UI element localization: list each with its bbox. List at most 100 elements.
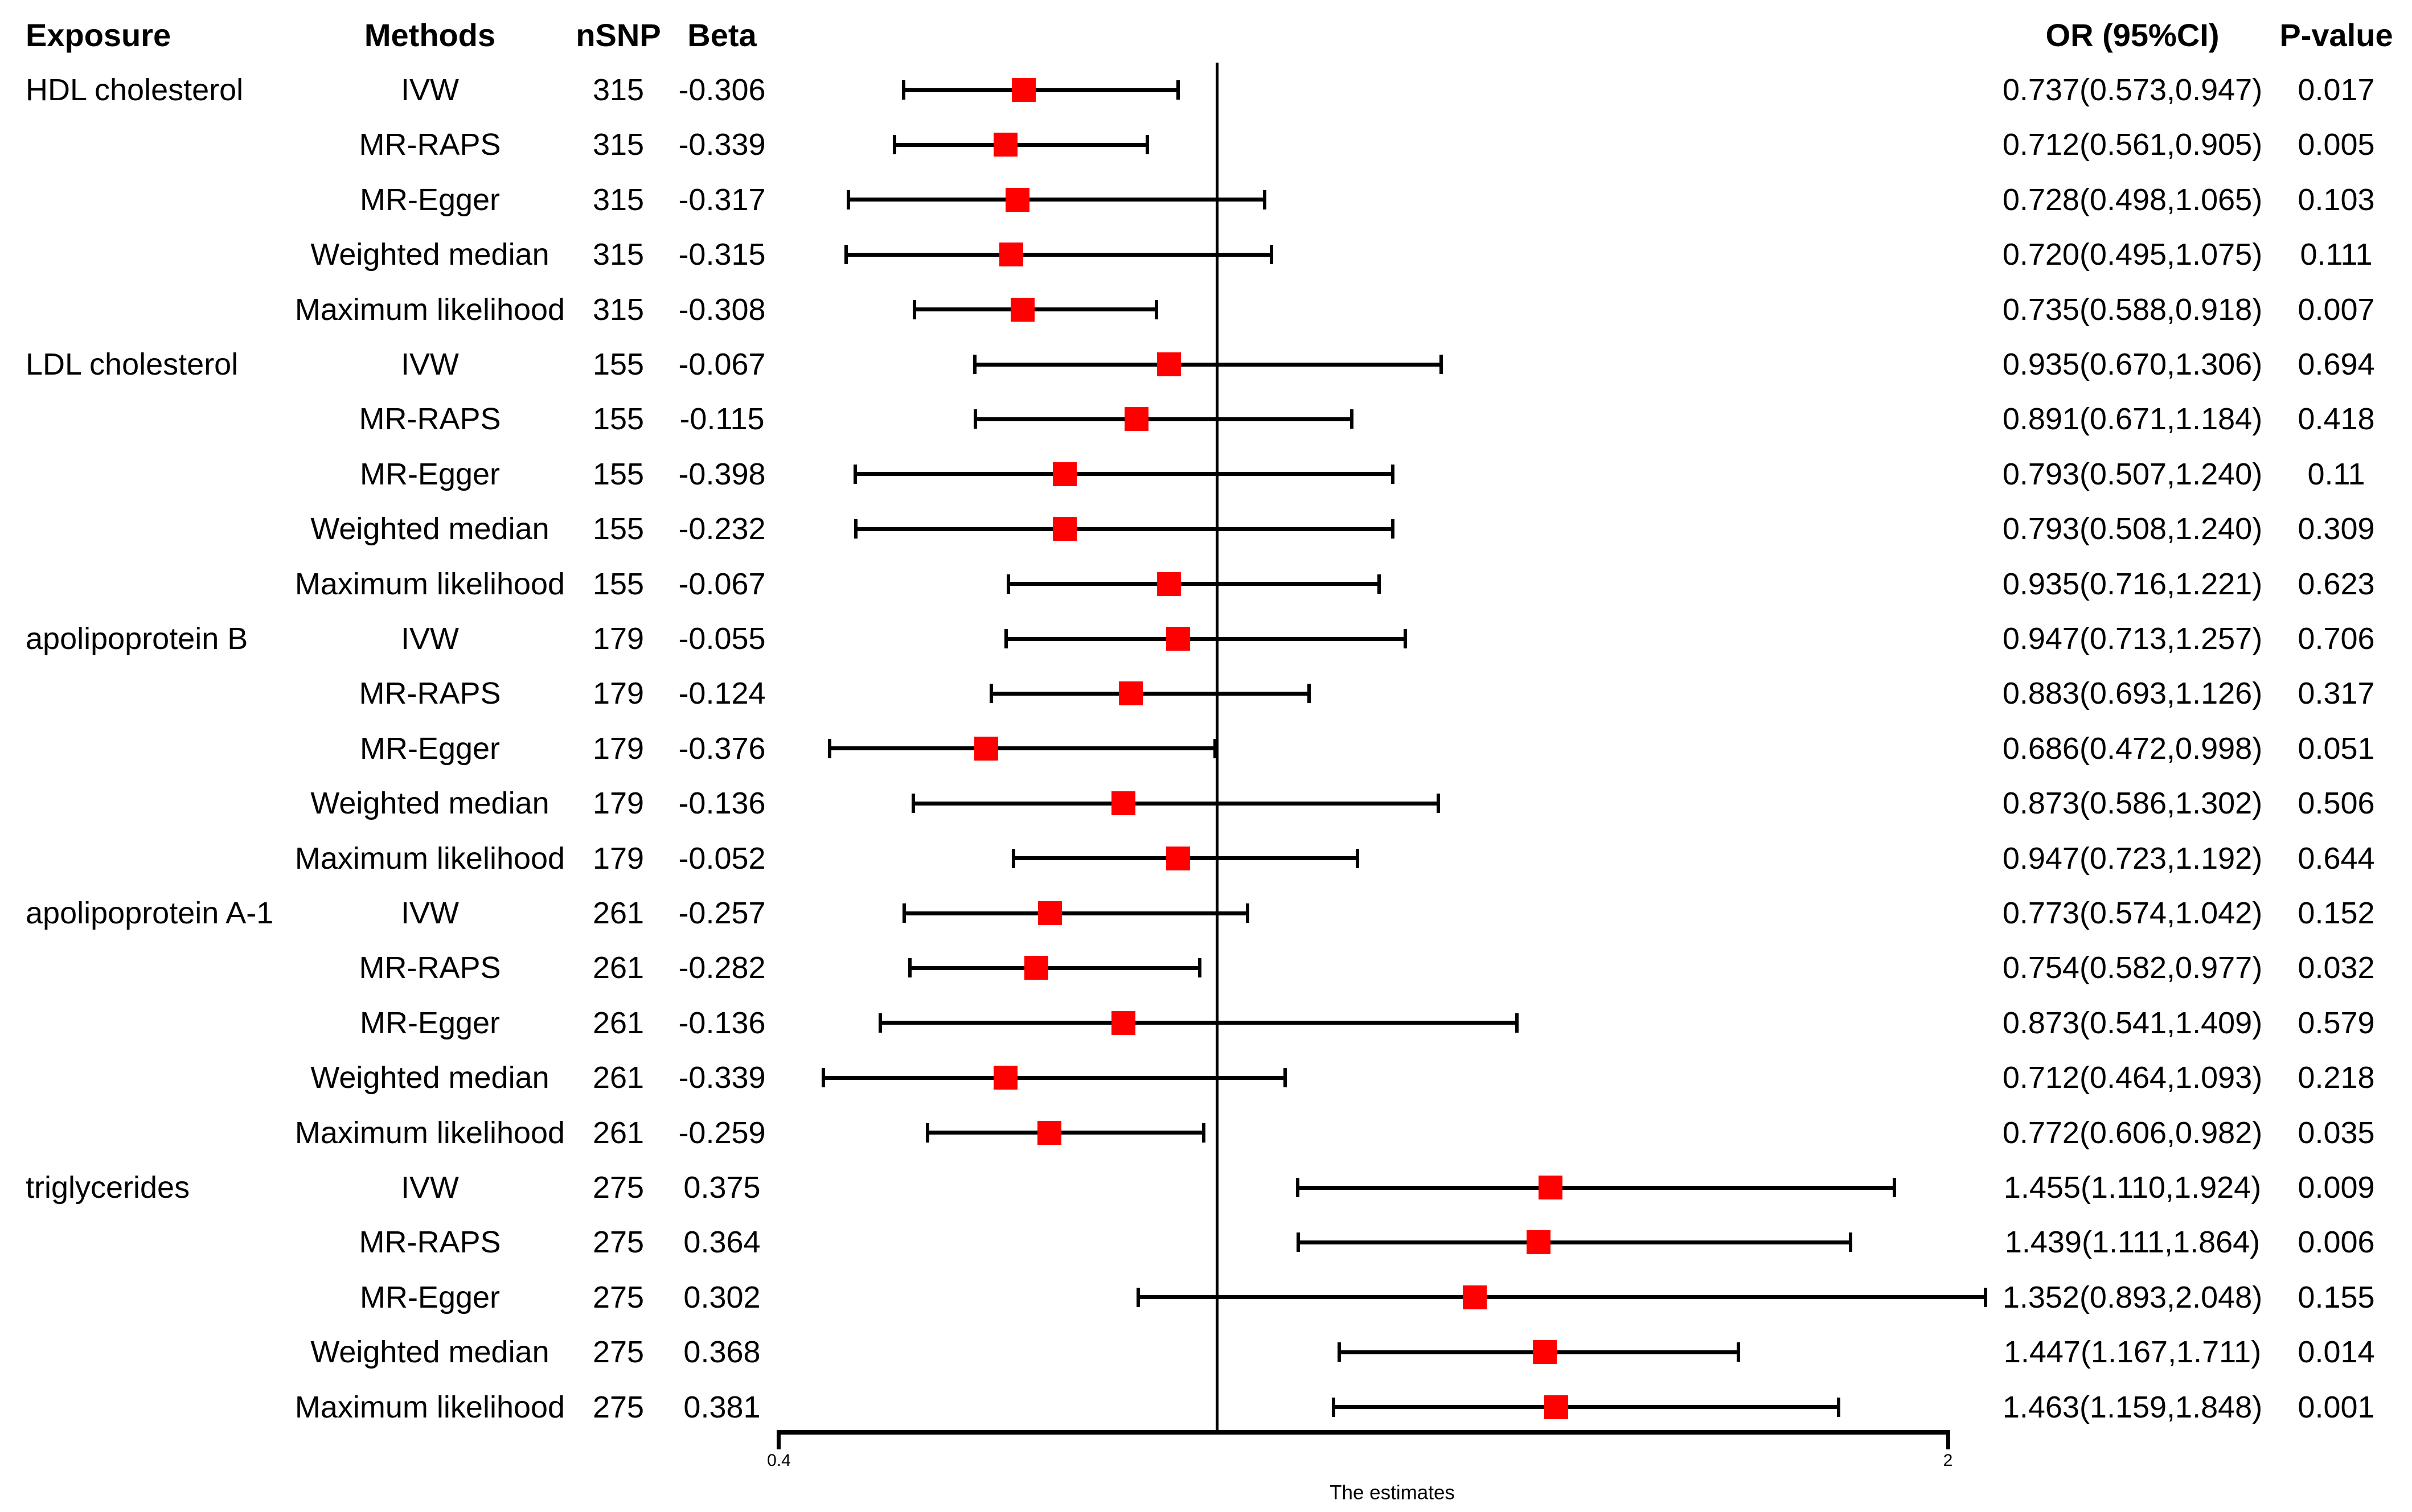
beta-value: -0.339 [678, 1061, 766, 1095]
column-header-pvalue: P-value [2279, 17, 2393, 53]
or-ci-value: 0.686(0.472,0.998) [2002, 731, 2263, 766]
or-marker [1463, 1285, 1487, 1309]
p-value: 0.035 [2298, 1115, 2375, 1150]
exposure-label: HDL cholesterol [26, 73, 244, 107]
or-marker [1532, 1340, 1557, 1365]
p-value: 0.317 [2298, 676, 2375, 711]
ci-line [1298, 1240, 1851, 1244]
nsnp-value: 155 [592, 347, 645, 381]
column-header-nsnp: nSNP [576, 17, 661, 53]
p-value: 0.005 [2298, 128, 2375, 162]
method-label: Weighted median [310, 786, 549, 821]
ci-cap-right [1403, 629, 1407, 648]
ci-cap-left [822, 1068, 826, 1088]
or-marker [1125, 407, 1149, 432]
method-label: MR-Egger [359, 457, 501, 491]
method-label: Maximum likelihood [294, 841, 565, 876]
ci-cap-left [847, 190, 851, 209]
ci-cap-right [1145, 135, 1149, 155]
p-value: 0.103 [2298, 182, 2375, 217]
ci-cap-left [990, 684, 994, 704]
ci-cap-left [827, 738, 831, 758]
ci-line [823, 1075, 1285, 1080]
ci-cap-left [844, 245, 848, 265]
ci-line [1138, 1295, 1986, 1300]
or-marker [1157, 572, 1182, 596]
or-marker [1038, 901, 1063, 925]
ci-cap-right [1515, 1013, 1519, 1033]
or-marker [1037, 1120, 1062, 1145]
ci-line [913, 801, 1438, 806]
p-value: 0.644 [2298, 841, 2375, 876]
beta-value: -0.067 [678, 347, 766, 381]
ci-cap-right [1377, 574, 1381, 594]
ci-cap-right [1213, 738, 1217, 758]
nsnp-value: 315 [592, 237, 645, 272]
or-ci-value: 0.947(0.723,1.192) [2002, 841, 2263, 876]
beta-value: 0.364 [683, 1225, 761, 1260]
ci-cap-left [1012, 848, 1016, 868]
or-marker [1544, 1395, 1569, 1419]
nsnp-value: 275 [592, 1390, 645, 1424]
nsnp-value: 155 [592, 402, 645, 437]
beta-value: 0.381 [683, 1390, 761, 1424]
or-marker [1005, 187, 1029, 212]
ci-cap-right [1349, 409, 1353, 429]
ci-line [848, 198, 1265, 202]
method-label: MR-RAPS [359, 1225, 501, 1260]
x-axis-tick-label-min: 0.4 [767, 1451, 791, 1470]
p-value: 0.009 [2298, 1170, 2375, 1205]
nsnp-value: 179 [592, 676, 645, 711]
or-marker [999, 243, 1024, 267]
or-ci-value: 0.720(0.495,1.075) [2002, 237, 2263, 272]
method-label: MR-Egger [359, 1280, 501, 1314]
or-marker [1024, 956, 1048, 980]
ci-cap-left [908, 958, 912, 978]
ci-line [880, 1021, 1517, 1025]
p-value: 0.152 [2298, 896, 2375, 930]
or-marker [993, 133, 1018, 157]
or-ci-value: 0.793(0.508,1.240) [2002, 512, 2263, 547]
nsnp-value: 179 [592, 731, 645, 766]
p-value: 0.007 [2298, 292, 2375, 327]
nsnp-value: 155 [592, 457, 645, 491]
ci-cap-right [1983, 1287, 1987, 1307]
nsnp-value: 261 [592, 1061, 645, 1095]
ci-cap-left [878, 1013, 882, 1033]
method-label: Weighted median [310, 512, 549, 547]
ci-cap-right [1736, 1342, 1740, 1362]
or-ci-value: 0.935(0.670,1.306) [2002, 347, 2263, 381]
beta-value: -0.136 [678, 786, 766, 821]
nsnp-value: 179 [592, 841, 645, 876]
x-axis-tick-left [777, 1430, 781, 1449]
or-ci-value: 0.935(0.716,1.221) [2002, 566, 2263, 601]
ci-cap-right [1307, 684, 1311, 704]
exposure-label: apolipoprotein B [26, 622, 248, 656]
reference-line [1216, 63, 1219, 1430]
column-header-methods: Methods [364, 17, 496, 53]
beta-value: -0.398 [678, 457, 766, 491]
or-marker [1119, 681, 1143, 706]
exposure-label: apolipoprotein A-1 [26, 896, 274, 930]
ci-line [975, 417, 1352, 421]
ci-cap-right [1201, 1123, 1205, 1143]
or-ci-value: 0.873(0.541,1.409) [2002, 1005, 2263, 1040]
or-ci-value: 1.455(1.110,1.924) [2003, 1170, 2262, 1205]
ci-line [856, 527, 1393, 531]
beta-value: 0.302 [683, 1280, 761, 1314]
or-ci-value: 0.735(0.588,0.918) [2002, 292, 2263, 327]
beta-value: 0.375 [683, 1170, 761, 1205]
ci-line [928, 1131, 1204, 1135]
or-ci-value: 0.728(0.498,1.065) [2002, 182, 2263, 217]
ci-cap-right [1176, 80, 1180, 100]
nsnp-value: 261 [592, 951, 645, 985]
nsnp-value: 261 [592, 1005, 645, 1040]
ci-line [974, 362, 1442, 367]
beta-value: -0.124 [678, 676, 766, 711]
nsnp-value: 261 [592, 896, 645, 930]
ci-cap-right [1848, 1232, 1852, 1252]
ci-cap-left [1004, 629, 1008, 648]
ci-cap-right [1391, 519, 1395, 539]
p-value: 0.218 [2298, 1061, 2375, 1095]
